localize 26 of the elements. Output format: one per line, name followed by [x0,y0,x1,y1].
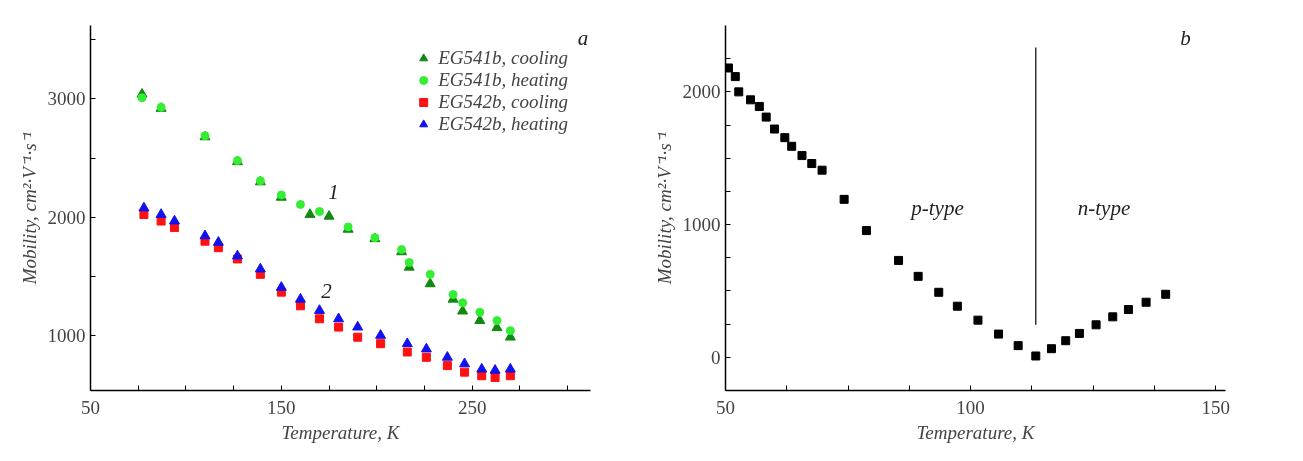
annotation: b [1180,26,1191,51]
annotation: 2 [321,279,333,304]
x-axis-title: Temperature, K [281,421,401,443]
annotation: 1 [328,179,339,204]
x-tick-label: 150 [1201,396,1230,418]
y-axis-title: Mobility, cm²·V⁻¹·s⁻¹ [18,131,40,286]
y-tick-label: 2000 [47,206,86,228]
x-tick-label: 50 [81,396,100,418]
x-tick-label: 150 [267,396,296,418]
legend-label: EG541b, cooling [438,47,568,69]
x-tick-label: 250 [457,396,487,418]
annotation: n-type [1077,196,1131,220]
x-tick-label: 100 [956,396,985,418]
legend-label: EG542b, cooling [438,91,568,113]
y-axis-title: Mobility, cm²·V⁻¹·s⁻¹ [653,131,675,286]
y-tick-label: 1000 [682,214,721,236]
y-tick-label: 1000 [47,325,86,347]
x-tick-label: 50 [716,396,735,418]
legend-label: EG541b, heating [438,69,568,91]
y-tick-label: 2000 [682,81,721,103]
x-axis-title: Temperature, K [916,421,1036,443]
annotation: a [577,26,589,51]
y-tick-label: 3000 [47,88,86,110]
annotation: p-type [909,196,964,220]
y-tick-label: 0 [711,346,721,368]
legend-label: EG542b, heating [438,113,568,135]
